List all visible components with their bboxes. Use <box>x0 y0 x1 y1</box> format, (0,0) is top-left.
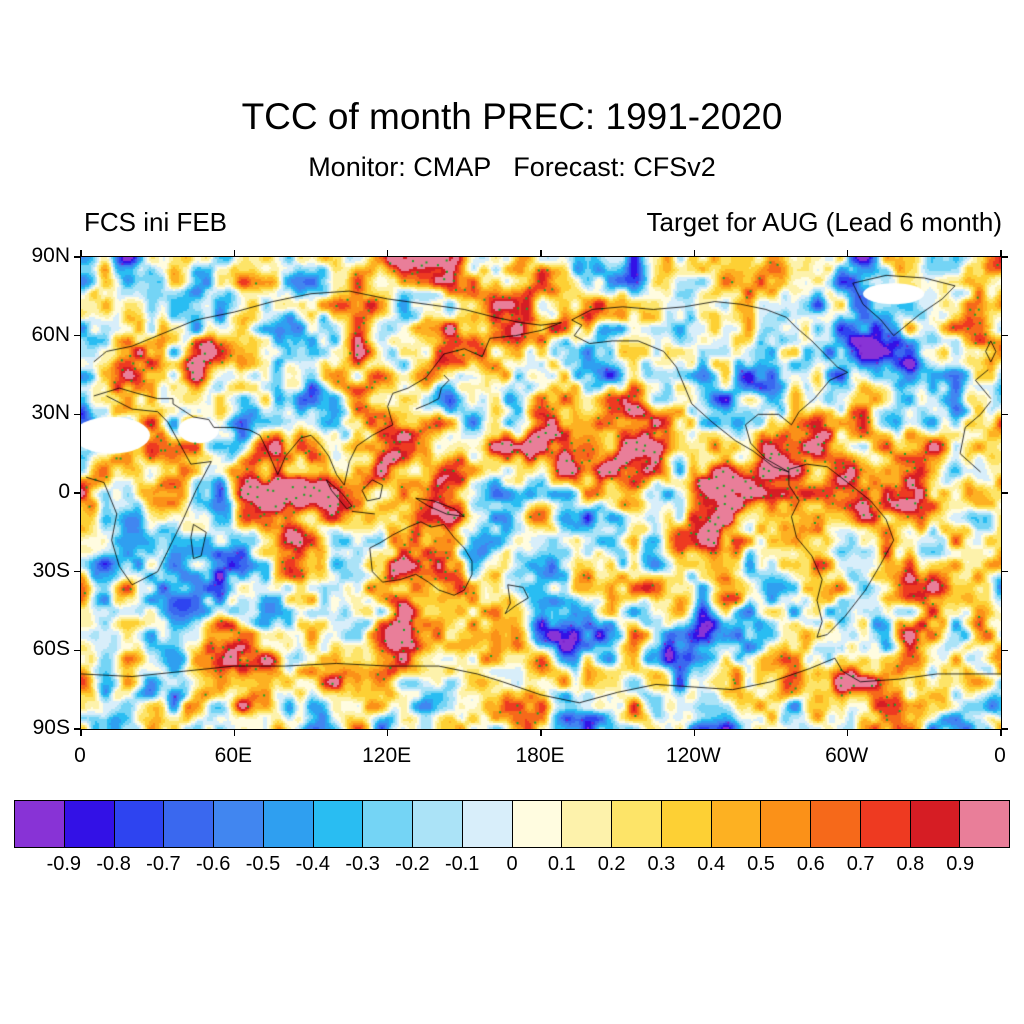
colorbar-tick-label: -0.2 <box>395 853 430 875</box>
colorbar-cell <box>612 801 662 847</box>
annotation-target: Target for AUG (Lead 6 month) <box>646 207 1002 237</box>
colorbar-cell <box>761 801 811 847</box>
y-tick-right <box>1001 570 1008 573</box>
y-tick-label: 0 <box>58 480 70 503</box>
x-tick-bottom <box>233 729 236 736</box>
x-tick-bottom <box>80 729 82 736</box>
colorbar-tick-label: 0.9 <box>946 853 975 875</box>
y-tick-right <box>1001 728 1008 730</box>
x-tick-label: 180E <box>515 744 565 767</box>
colorbar-tick-label: 0.2 <box>597 853 626 875</box>
x-tick-label: 0 <box>994 744 1006 767</box>
x-tick-top <box>846 250 849 257</box>
x-tick-label: 60W <box>825 744 869 767</box>
colorbar-cell <box>363 801 413 847</box>
figure-title: TCC of month PREC: 1991-2020 <box>241 96 783 137</box>
map-canvas <box>81 257 1001 729</box>
colorbar-cell <box>811 801 861 847</box>
x-tick-top <box>1000 250 1002 257</box>
colorbar-cell <box>512 801 563 847</box>
y-tick-label: 30S <box>32 558 70 582</box>
y-tick-right <box>1001 413 1008 416</box>
colorbar-tick-label: 0.7 <box>846 853 875 875</box>
x-tick-bottom <box>540 729 542 736</box>
x-tick-bottom <box>693 729 696 736</box>
y-tick-left <box>74 728 81 730</box>
y-tick-left <box>74 256 81 258</box>
colorbar-tick-label: -0.9 <box>46 853 82 875</box>
x-tick-top <box>80 250 82 257</box>
colorbar-tick-label: -0.8 <box>96 853 131 875</box>
y-tick-left <box>74 649 81 652</box>
colorbar-cell <box>711 801 762 847</box>
x-tick-top <box>693 250 696 257</box>
colorbar-cell <box>910 801 961 847</box>
colorbar-cell <box>164 801 214 847</box>
map-panel <box>74 250 1008 736</box>
y-tick-right <box>1001 334 1008 337</box>
x-tick-top <box>386 250 389 257</box>
x-tick-label: 120E <box>362 744 412 767</box>
colorbar-cell <box>64 801 115 847</box>
colorbar-labels: -0.9 -0.8 -0.7 -0.6 -0.5 -0.4 -0.3 -0.2 -0.1 0 0.1… <box>14 853 1010 879</box>
y-tick-label: 60N <box>31 322 70 346</box>
x-tick-label: 60E <box>214 744 253 767</box>
x-tick-label: 0 <box>74 744 86 767</box>
x-tick-bottom <box>846 729 849 736</box>
figure-subtitle: Monitor: CMAP Forecast: CFSv2 <box>308 152 716 182</box>
colorbar-cell <box>15 801 65 847</box>
x-tick-bottom <box>1000 729 1002 736</box>
y-tick-label: 90S <box>32 716 70 739</box>
colorbar-cell <box>562 801 612 847</box>
y-tick-left <box>74 413 81 416</box>
colorbar-swatches <box>14 800 1010 848</box>
y-tick-left <box>74 334 81 337</box>
colorbar-cell <box>263 801 314 847</box>
colorbar-tick-label: 0.1 <box>547 853 576 875</box>
colorbar-tick-label: -0.1 <box>444 853 480 875</box>
y-tick-label: 90N <box>31 244 70 267</box>
colorbar-cell <box>214 801 264 847</box>
colorbar-cell <box>960 801 1009 847</box>
y-tick-left <box>74 570 81 573</box>
x-tick-label: 120W <box>665 744 721 767</box>
colorbar-tick-label: -0.7 <box>146 853 181 875</box>
colorbar-cell <box>860 801 911 847</box>
colorbar-tick-label: 0.5 <box>747 853 775 875</box>
colorbar-tick-label: 0 <box>506 853 518 875</box>
colorbar-cell <box>413 801 463 847</box>
x-tick-top <box>233 250 236 257</box>
y-tick-right <box>1001 492 1008 494</box>
colorbar-tick-label: 0.3 <box>647 853 676 875</box>
colorbar-tick-label: 0.4 <box>697 853 726 875</box>
y-tick-right <box>1001 649 1008 652</box>
colorbar-tick-label: 0.6 <box>796 853 825 875</box>
colorbar-tick-label: -0.4 <box>295 853 331 875</box>
colorbar-tick-label: -0.5 <box>245 853 281 875</box>
y-tick-left <box>74 492 81 494</box>
colorbar-cell <box>313 801 364 847</box>
annotation-fcs-init: FCS ini FEB <box>84 207 228 237</box>
x-tick-top <box>540 250 542 257</box>
colorbar-cell <box>114 801 165 847</box>
y-tick-label: 30N <box>31 401 70 425</box>
y-tick-right <box>1001 256 1008 258</box>
colorbar-cell <box>462 801 513 847</box>
colorbar-tick-label: -0.3 <box>345 853 380 875</box>
colorbar: -0.9 -0.8 -0.7 -0.6 -0.5 -0.4 -0.3 -0.2 -0.1 0 0.1… <box>14 800 1010 879</box>
colorbar-tick-label: -0.6 <box>195 853 231 875</box>
colorbar-cell <box>661 801 712 847</box>
x-tick-bottom <box>386 729 389 736</box>
colorbar-tick-label: 0.8 <box>896 853 925 875</box>
y-tick-label: 60S <box>32 637 70 661</box>
